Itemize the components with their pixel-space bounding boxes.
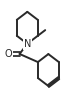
Text: N: N [24, 39, 31, 49]
Text: O: O [5, 49, 12, 59]
